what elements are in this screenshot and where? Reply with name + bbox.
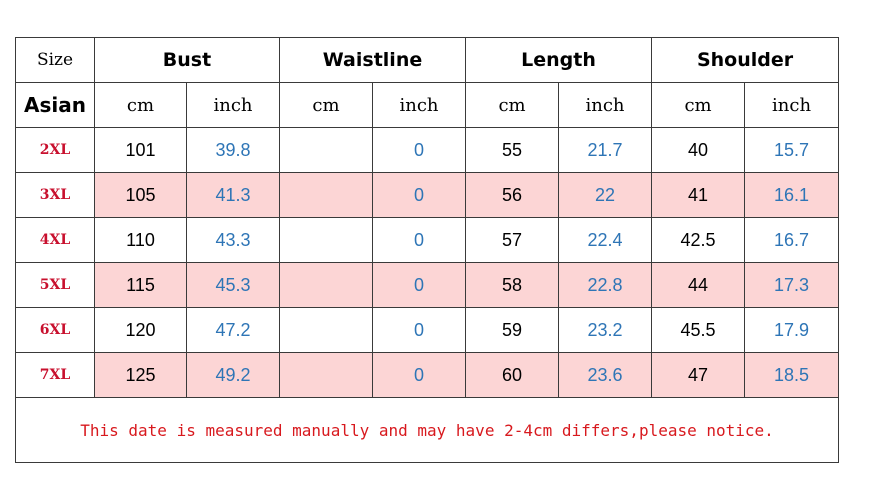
waist-cm-cell xyxy=(279,127,373,173)
shoulder-inch-cell: 15.7 xyxy=(744,127,840,173)
note-row: This date is measured manually and may h… xyxy=(14,397,840,463)
size-label: 3XL xyxy=(15,172,95,218)
unit-header: cm xyxy=(651,82,746,128)
table-row: 4XL 110 43.3 0 57 22.4 42.5 16.7 xyxy=(15,217,840,263)
length-inch-cell: 23.2 xyxy=(558,307,653,353)
waist-cm-cell xyxy=(279,217,373,263)
unit-header: inch xyxy=(744,82,840,128)
table-row: 2XL 101 39.8 0 55 21.7 40 15.7 xyxy=(15,127,840,173)
unit-header: inch xyxy=(558,82,653,128)
bust-header: Bust xyxy=(94,37,280,83)
unit-header: cm xyxy=(279,82,373,128)
length-header: Length xyxy=(465,37,653,83)
length-inch-cell: 21.7 xyxy=(558,127,653,173)
bust-cm-cell: 115 xyxy=(94,262,187,308)
waist-cm-cell xyxy=(279,352,373,398)
size-label: 5XL xyxy=(15,262,95,308)
waist-inch-cell: 0 xyxy=(371,217,467,263)
waist-cm-cell xyxy=(279,262,373,308)
bust-cm-cell: 105 xyxy=(94,172,187,218)
length-inch-cell: 22.8 xyxy=(558,262,653,308)
shoulder-cm-cell: 45.5 xyxy=(651,307,746,353)
length-inch-cell: 23.6 xyxy=(558,352,653,398)
unit-header: inch xyxy=(186,82,280,128)
shoulder-inch-cell: 17.9 xyxy=(744,307,840,353)
table-row: 5XL 115 45.3 0 58 22.8 44 17.3 xyxy=(15,262,840,308)
size-label: 4XL xyxy=(15,217,95,263)
shoulder-inch-cell: 17.3 xyxy=(744,262,840,308)
length-cm-cell: 57 xyxy=(465,217,560,263)
table-row: 6XL 120 47.2 0 59 23.2 45.5 17.9 xyxy=(15,307,840,353)
bust-cm-cell: 120 xyxy=(94,307,187,353)
length-inch-cell: 22.4 xyxy=(558,217,653,263)
size-chart-table: Size Bust Waistline Length Shoulder Asia… xyxy=(14,37,840,463)
waist-inch-cell: 0 xyxy=(371,172,467,218)
size-label: 2XL xyxy=(15,127,95,173)
bust-inch-cell: 43.3 xyxy=(186,217,280,263)
shoulder-cm-cell: 41 xyxy=(651,172,746,218)
length-cm-cell: 58 xyxy=(465,262,560,308)
size-header-cell: Size xyxy=(15,37,95,83)
table-row: 3XL 105 41.3 0 56 22 41 16.1 xyxy=(15,172,840,218)
length-cm-cell: 55 xyxy=(465,127,560,173)
bust-inch-cell: 41.3 xyxy=(186,172,280,218)
waist-inch-cell: 0 xyxy=(371,127,467,173)
bust-cm-cell: 125 xyxy=(94,352,187,398)
waist-cm-cell xyxy=(279,172,373,218)
bust-cm-cell: 101 xyxy=(94,127,187,173)
table-row: 7XL 125 49.2 0 60 23.6 47 18.5 xyxy=(15,352,840,398)
length-inch-cell: 22 xyxy=(558,172,653,218)
waist-inch-cell: 0 xyxy=(371,352,467,398)
unit-header: cm xyxy=(465,82,560,128)
region-header: Asian xyxy=(15,82,95,128)
waist-inch-cell: 0 xyxy=(371,307,467,353)
shoulder-header: Shoulder xyxy=(651,37,840,83)
waistline-header: Waistline xyxy=(278,37,467,83)
shoulder-cm-cell: 47 xyxy=(651,352,746,398)
header-row-measurements: Size Bust Waistline Length Shoulder xyxy=(15,37,840,83)
length-cm-cell: 60 xyxy=(465,352,560,398)
bust-inch-cell: 39.8 xyxy=(186,127,280,173)
shoulder-inch-cell: 18.5 xyxy=(744,352,840,398)
length-cm-cell: 59 xyxy=(465,307,560,353)
length-cm-cell: 56 xyxy=(465,172,560,218)
shoulder-inch-cell: 16.1 xyxy=(744,172,840,218)
shoulder-cm-cell: 40 xyxy=(651,127,746,173)
shoulder-cm-cell: 42.5 xyxy=(651,217,746,263)
shoulder-cm-cell: 44 xyxy=(651,262,746,308)
bust-inch-cell: 47.2 xyxy=(186,307,280,353)
waist-cm-cell xyxy=(279,307,373,353)
measurement-note: This date is measured manually and may h… xyxy=(14,397,840,463)
header-row-units: Asian cm inch cm inch cm inch cm inch xyxy=(15,82,840,128)
bust-cm-cell: 110 xyxy=(94,217,187,263)
unit-header: inch xyxy=(371,82,467,128)
size-label: 6XL xyxy=(15,307,95,353)
size-label: 7XL xyxy=(15,352,95,398)
waist-inch-cell: 0 xyxy=(371,262,467,308)
unit-header: cm xyxy=(94,82,187,128)
shoulder-inch-cell: 16.7 xyxy=(744,217,840,263)
bust-inch-cell: 49.2 xyxy=(186,352,280,398)
bust-inch-cell: 45.3 xyxy=(186,262,280,308)
